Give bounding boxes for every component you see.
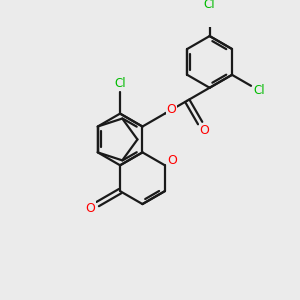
Text: Cl: Cl <box>254 84 265 97</box>
Text: O: O <box>167 154 177 167</box>
Text: O: O <box>167 103 176 116</box>
Text: O: O <box>200 124 209 137</box>
Text: Cl: Cl <box>114 77 126 90</box>
Text: Cl: Cl <box>204 0 215 11</box>
Text: O: O <box>85 202 95 215</box>
